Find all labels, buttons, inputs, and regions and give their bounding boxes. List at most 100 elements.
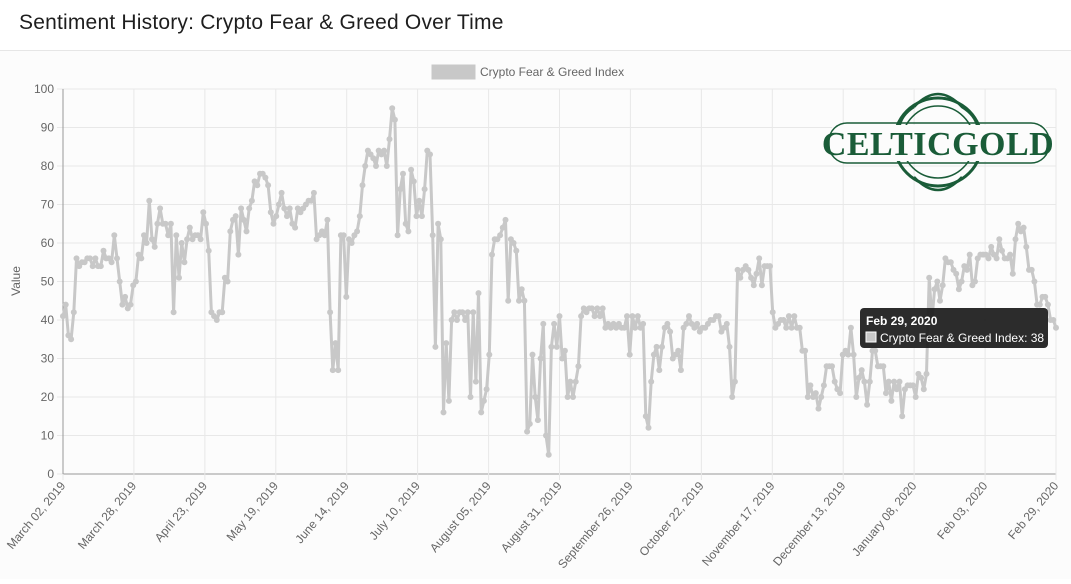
data-point[interactable] [340, 232, 347, 239]
data-point[interactable] [537, 355, 544, 362]
data-point[interactable] [937, 297, 943, 304]
data-point[interactable] [966, 251, 973, 258]
data-point[interactable] [756, 255, 763, 262]
data-point[interactable] [675, 347, 682, 354]
data-point[interactable] [931, 286, 938, 293]
data-point[interactable] [370, 155, 377, 162]
data-point[interactable] [621, 324, 628, 331]
data-point[interactable] [92, 255, 99, 262]
data-point[interactable] [972, 278, 978, 285]
data-point[interactable] [483, 386, 490, 393]
data-point[interactable] [648, 378, 655, 385]
data-point[interactable] [329, 367, 336, 374]
data-point[interactable] [570, 394, 576, 400]
data-point[interactable] [883, 390, 889, 397]
data-point[interactable] [335, 367, 342, 374]
data-point[interactable] [275, 201, 282, 208]
data-point[interactable] [310, 189, 317, 196]
data-point[interactable] [321, 232, 328, 239]
data-point[interactable] [397, 186, 404, 193]
data-point[interactable] [324, 216, 331, 223]
data-point[interactable] [820, 382, 827, 389]
data-point[interactable] [451, 309, 458, 316]
data-point[interactable] [132, 278, 139, 285]
data-point[interactable] [632, 324, 639, 331]
data-point[interactable] [437, 236, 444, 243]
data-point[interactable] [548, 343, 555, 350]
data-point[interactable] [60, 313, 66, 320]
data-point[interactable] [686, 313, 692, 320]
data-point[interactable] [238, 205, 245, 212]
data-point[interactable] [578, 313, 585, 320]
data-point[interactable] [448, 317, 455, 323]
data-point[interactable] [459, 309, 466, 316]
data-point[interactable] [167, 220, 174, 227]
data-point[interactable] [521, 297, 528, 304]
data-point[interactable] [847, 324, 854, 331]
data-point[interactable] [286, 205, 293, 212]
data-point[interactable] [154, 220, 161, 227]
data-point[interactable] [683, 320, 690, 327]
data-point[interactable] [934, 278, 941, 285]
data-point[interactable] [1007, 251, 1014, 258]
data-point[interactable] [910, 382, 916, 389]
data-point[interactable] [273, 213, 280, 220]
data-point[interactable] [853, 394, 860, 400]
data-point[interactable] [918, 374, 925, 381]
data-point[interactable] [116, 278, 123, 285]
data-point[interactable] [958, 278, 965, 285]
data-point[interactable] [184, 236, 191, 243]
data-point[interactable] [505, 297, 512, 304]
data-point[interactable] [89, 263, 96, 270]
data-point[interactable] [829, 363, 835, 370]
data-point[interactable] [391, 116, 398, 123]
data-point[interactable] [240, 216, 247, 223]
data-point[interactable] [1050, 317, 1057, 323]
data-point[interactable] [1012, 236, 1019, 243]
data-point[interactable] [100, 247, 107, 254]
data-point[interactable] [726, 343, 733, 350]
data-point[interactable] [858, 367, 865, 374]
data-point[interactable] [389, 105, 396, 112]
data-point[interactable] [785, 313, 792, 320]
data-point[interactable] [629, 313, 636, 320]
data-point[interactable] [996, 236, 1003, 243]
data-point[interactable] [502, 216, 509, 223]
data-point[interactable] [394, 232, 401, 239]
data-point[interactable] [232, 213, 239, 220]
data-point[interactable] [1020, 224, 1027, 231]
data-point[interactable] [567, 378, 574, 385]
data-point[interactable] [880, 363, 887, 370]
data-point[interactable] [343, 293, 350, 300]
data-point[interactable] [332, 340, 339, 347]
data-point[interactable] [656, 367, 663, 374]
data-point[interactable] [227, 228, 234, 235]
data-point[interactable] [999, 247, 1005, 254]
data-point[interactable] [866, 378, 873, 385]
data-point[interactable] [186, 224, 193, 231]
data-point[interactable] [235, 251, 242, 258]
data-point[interactable] [926, 274, 933, 281]
data-point[interactable] [178, 240, 185, 246]
data-point[interactable] [224, 278, 231, 285]
data-point[interactable] [443, 340, 450, 347]
data-point[interactable] [594, 305, 601, 312]
data-point[interactable] [410, 178, 417, 185]
data-point[interactable] [664, 320, 671, 327]
data-point[interactable] [767, 263, 773, 270]
data-point[interactable] [891, 378, 898, 385]
data-point[interactable] [119, 301, 126, 308]
data-point[interactable] [248, 197, 255, 204]
data-point[interactable] [386, 136, 393, 143]
data-point[interactable] [143, 240, 150, 246]
data-point[interactable] [807, 382, 814, 389]
data-point[interactable] [435, 220, 442, 227]
legend[interactable]: Crypto Fear & Greed Index [431, 64, 624, 80]
data-point[interactable] [381, 147, 388, 154]
data-point[interactable] [87, 255, 93, 262]
data-point[interactable] [205, 247, 212, 254]
data-point[interactable] [373, 163, 379, 169]
data-point[interactable] [588, 305, 595, 312]
data-point[interactable] [1028, 266, 1035, 273]
data-point[interactable] [440, 409, 447, 416]
